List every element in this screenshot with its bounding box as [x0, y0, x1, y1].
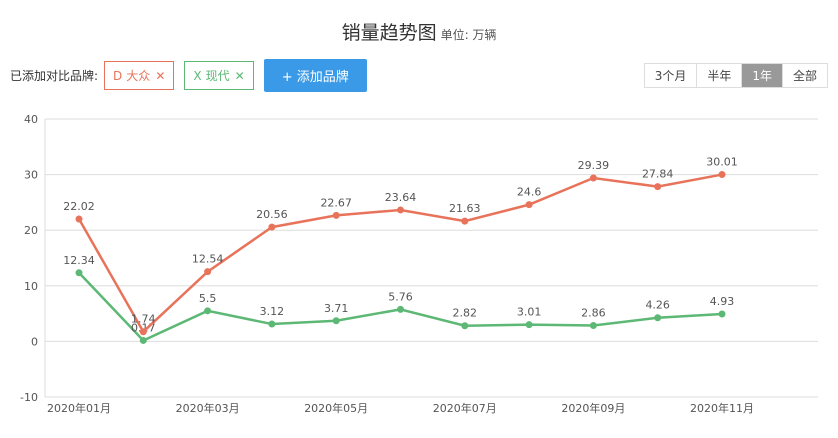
data-point [525, 201, 533, 209]
value-label: 2.82 [453, 307, 478, 320]
value-label: 3.01 [517, 306, 542, 319]
brand-tags: D 大众 ✕ X 现代 ✕ [104, 60, 264, 90]
x-tick-label: 2020年07月 [433, 401, 497, 415]
data-point [718, 171, 726, 179]
data-point [139, 336, 147, 344]
data-point [204, 268, 212, 276]
legend-badge: X [193, 68, 202, 83]
legend-badge: D [113, 68, 123, 83]
data-point [204, 307, 212, 315]
data-point [397, 206, 404, 214]
value-label: 4.93 [710, 295, 735, 308]
y-tick-label: 30 [24, 169, 38, 182]
data-point [589, 321, 597, 329]
data-point [461, 322, 469, 330]
data-point [397, 305, 404, 313]
value-label: 5.5 [199, 292, 217, 305]
data-point [75, 269, 83, 277]
value-label: 5.76 [388, 290, 413, 303]
add-brand-button[interactable]: + 添加品牌 [263, 58, 367, 92]
data-point [332, 211, 340, 219]
value-label: 12.34 [63, 254, 95, 267]
legend-name: 大众 [126, 68, 151, 83]
remove-icon[interactable]: ✕ [155, 68, 166, 83]
y-tick-label: -10 [20, 391, 38, 404]
range-button[interactable]: 全部 [781, 63, 827, 87]
x-tick-label: 2020年05月 [304, 401, 368, 415]
data-point [139, 328, 147, 336]
value-label: 2.86 [581, 306, 606, 319]
value-label: 20.56 [256, 208, 288, 221]
data-point [75, 215, 83, 223]
data-point [268, 223, 276, 231]
toolbar: 已添加对比品牌: D 大众 ✕ X 现代 ✕ + 添加品牌 3个月 半年 1年 全部 [10, 58, 828, 92]
data-point [654, 183, 662, 191]
x-tick-label: 2020年03月 [176, 401, 240, 415]
data-point [461, 217, 469, 225]
value-label: 3.71 [324, 302, 349, 315]
remove-icon[interactable]: ✕ [234, 68, 245, 83]
brand-label: 已添加对比品牌: [10, 68, 99, 83]
value-label: 27.84 [642, 168, 674, 181]
data-point [525, 321, 533, 329]
data-point [654, 314, 662, 322]
y-tick-label: 10 [24, 280, 38, 293]
data-point [589, 174, 597, 182]
value-label: 1.74 [131, 313, 156, 326]
x-tick-label: 2020年09月 [561, 401, 625, 415]
x-tick-label: 2020年11月 [690, 401, 754, 415]
value-label: 4.26 [645, 299, 670, 312]
unit: 单位: 万辆 [440, 28, 497, 42]
value-label: 23.64 [385, 191, 417, 204]
y-tick-label: 40 [24, 113, 38, 126]
data-point [718, 310, 726, 318]
range-button[interactable]: 半年 [696, 63, 741, 87]
data-point [332, 317, 340, 325]
value-label: 29.39 [578, 159, 610, 172]
value-label: 21.63 [449, 202, 481, 215]
legend-tag[interactable]: D 大众 ✕ [104, 60, 175, 90]
value-label: 22.02 [63, 200, 95, 213]
data-point [268, 320, 276, 328]
x-tick-label: 2020年01月 [47, 401, 111, 415]
value-label: 3.12 [260, 305, 285, 318]
legend-tag[interactable]: X 现代 ✕ [184, 60, 254, 90]
range-button[interactable]: 1年 [741, 63, 782, 87]
range-button[interactable]: 3个月 [654, 68, 687, 83]
value-label: 12.54 [192, 253, 224, 266]
legend-name: 现代 [205, 68, 230, 83]
chart-title: 销量趋势图 [341, 22, 437, 44]
y-tick-label: 0 [31, 335, 38, 348]
title-block: 销量趋势图 单位: 万辆 [0, 18, 838, 45]
y-tick-label: 20 [24, 224, 38, 237]
value-label: 24.6 [517, 186, 542, 199]
value-label: 22.67 [320, 196, 352, 209]
range-selector: 3个月 半年 1年 全部 [643, 62, 828, 88]
value-label: 30.01 [706, 156, 738, 169]
